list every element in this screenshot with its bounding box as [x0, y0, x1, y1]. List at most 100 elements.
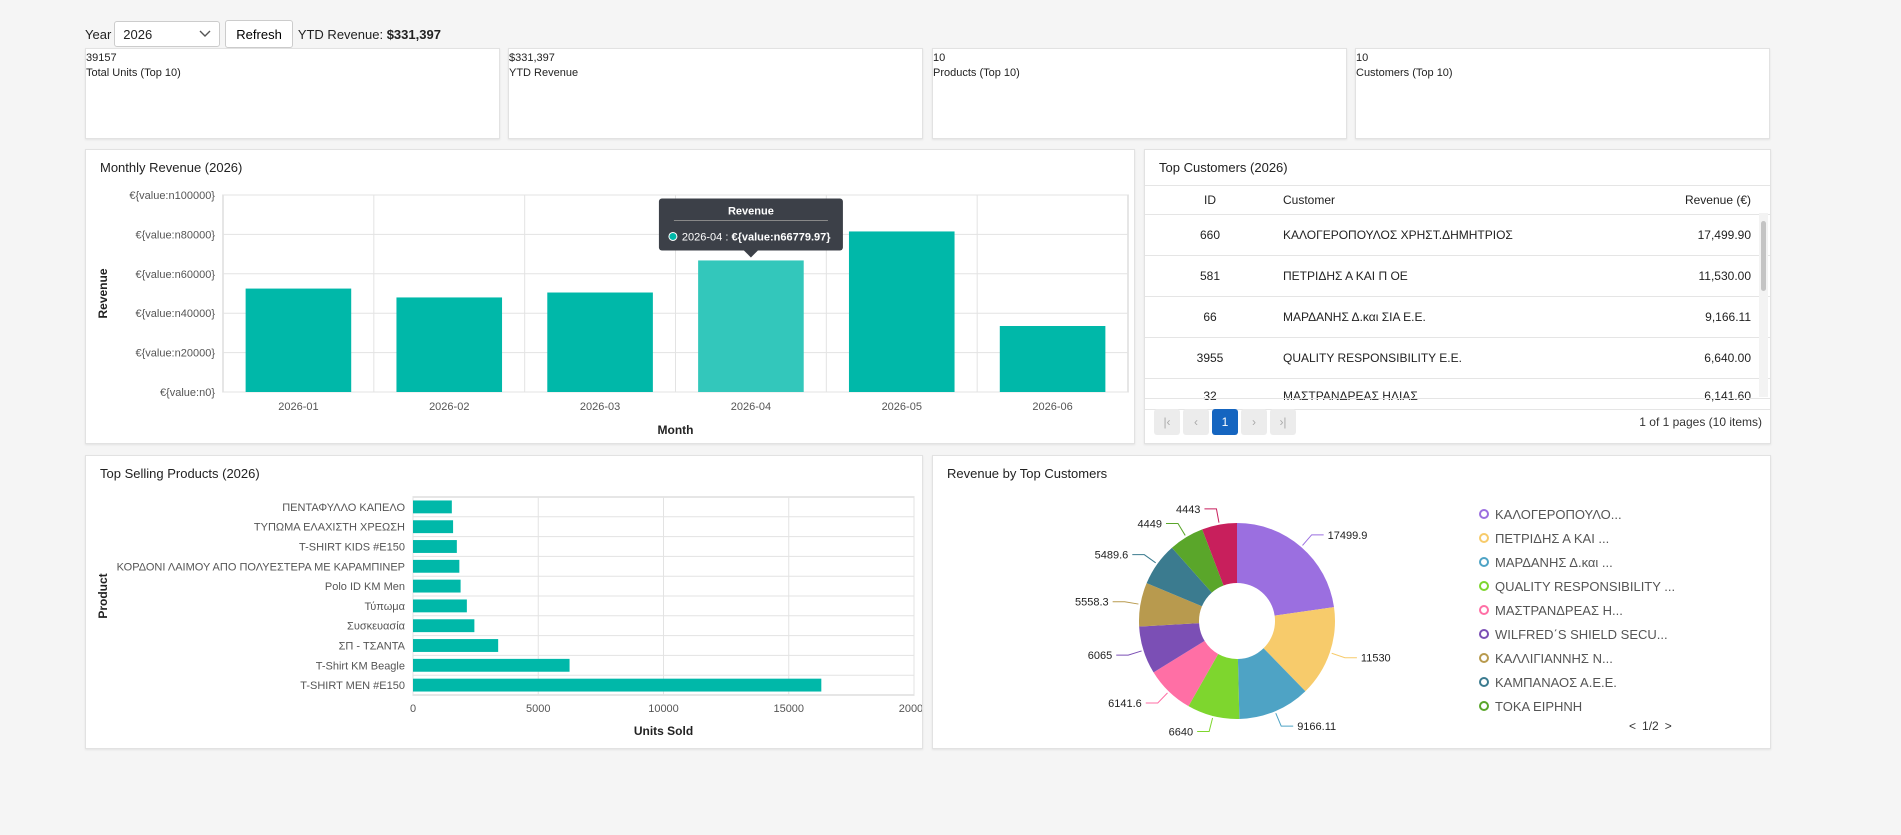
- legend-next-button[interactable]: >: [1664, 719, 1672, 733]
- slice-label: 9166.11: [1297, 721, 1336, 733]
- pie-slice[interactable]: [1202, 523, 1237, 586]
- legend-label: ΚΑΛΟΓΕΡΟΠΟΥΛΟ...: [1495, 506, 1622, 522]
- prev-page-icon[interactable]: ‹: [1183, 408, 1209, 435]
- kpi-card-customers: 10 Customers (Top 10): [1355, 48, 1770, 139]
- kpi-card-total-units: 39157 Total Units (Top 10): [85, 48, 500, 139]
- legend-item[interactable]: ΚΑΛΟΓΕΡΟΠΟΥΛΟ...: [1479, 502, 1675, 526]
- y-tick-label: T-SHIRT MEN #E150: [300, 680, 405, 692]
- column-header-id[interactable]: ID: [1204, 193, 1216, 207]
- slice-label: 5558.3: [1075, 597, 1109, 609]
- legend-item[interactable]: ΚΑΜΠΑΝΑΟΣ Α.Ε.Ε.: [1479, 670, 1675, 694]
- bar-2026-06[interactable]: [999, 326, 1106, 392]
- pie-slice[interactable]: [1171, 529, 1224, 593]
- legend-marker-icon: [1479, 653, 1489, 663]
- y-axis-title: Revenue: [96, 268, 110, 318]
- x-axis-title: Month: [658, 423, 694, 437]
- legend-item[interactable]: ΜΑΡΔΑΝΗΣ Δ.και ...: [1479, 550, 1675, 574]
- bar[interactable]: [413, 599, 467, 613]
- page-button-1[interactable]: 1: [1212, 408, 1238, 435]
- legend-prev-button[interactable]: <: [1629, 719, 1637, 733]
- y-tick-label: €{value:n0}: [160, 387, 215, 399]
- kpi-value: 10: [933, 52, 946, 64]
- slice-leader-line: [1165, 522, 1186, 536]
- bar[interactable]: [413, 678, 822, 692]
- bar-2026-04[interactable]: [698, 260, 804, 392]
- bar-2026-02[interactable]: [396, 297, 503, 392]
- legend-marker-icon: [1479, 701, 1489, 711]
- y-axis-title: Product: [96, 573, 110, 618]
- pie-slice[interactable]: [1146, 547, 1212, 607]
- pie-slice[interactable]: [1153, 640, 1219, 707]
- pie-slice[interactable]: [1139, 583, 1202, 627]
- kpi-label: Products (Top 10): [933, 67, 1020, 79]
- bar[interactable]: [413, 658, 570, 672]
- table-row[interactable]: 3955 QUALITY RESPONSIBILITY E.E. 6,640.00: [1145, 338, 1770, 379]
- bar-2026-03[interactable]: [547, 292, 653, 392]
- cell-revenue: 6,141.60: [1704, 389, 1751, 403]
- table-row[interactable]: 66 ΜΑΡΔΑΝΗΣ Δ.και ΣΙΑ Ε.Ε. 9,166.11: [1145, 297, 1770, 338]
- refresh-button[interactable]: Refresh: [225, 20, 293, 48]
- first-page-icon[interactable]: |‹: [1154, 408, 1180, 435]
- slice-leader-line: [1116, 650, 1142, 656]
- slice-label: 5489.6: [1095, 550, 1129, 562]
- pie-slice[interactable]: [1237, 523, 1335, 616]
- bar[interactable]: [413, 619, 475, 633]
- y-tick-label: ΣΠ - ΤΣΑΝΤΑ: [339, 641, 406, 653]
- legend-item[interactable]: ΤΟΚΑ ΕΙΡΗΝΗ: [1479, 694, 1675, 718]
- bar[interactable]: [413, 520, 454, 534]
- bar[interactable]: [413, 639, 499, 652]
- scrollbar-thumb[interactable]: [1761, 221, 1766, 291]
- kpi-value: 39157: [86, 52, 117, 64]
- column-header-revenue[interactable]: Revenue (€): [1684, 193, 1751, 207]
- legend-marker-icon: [1479, 533, 1489, 543]
- table-row[interactable]: 32 ΜΑΣΤΡΑΝΔΡΕΑΣ ΗΛΙΑΣ 6,141.60: [1145, 379, 1770, 410]
- customers-table: ID Customer Revenue (€) 660 ΚΑΛΟΓΕΡΟΠΟΥΛΟ…: [1145, 185, 1770, 410]
- tooltip-arrow: [743, 250, 758, 258]
- pie-slice[interactable]: [1188, 654, 1240, 719]
- y-tick-label: T-SHIRT KIDS #E150: [299, 542, 405, 554]
- legend-marker-icon: [1479, 557, 1489, 567]
- slice-leader-line: [1145, 692, 1168, 704]
- legend-marker-icon: [1479, 629, 1489, 639]
- bar[interactable]: [413, 540, 457, 553]
- legend-item[interactable]: ΚΑΛΛΙΓΙΑΝΝΗΣ Ν...: [1479, 646, 1675, 670]
- cell-revenue: 11,530.00: [1698, 269, 1752, 283]
- x-axis-title: Units Sold: [634, 724, 693, 738]
- table-row[interactable]: 660 ΚΑΛΟΓΕΡΟΠΟΥΛΟΣ ΧΡΗΣΤ.ΔΗΜΗΤΡΙΟΣ 17,499.…: [1145, 215, 1770, 256]
- slice-label: 6141.6: [1108, 698, 1142, 710]
- bar-2026-05[interactable]: [848, 231, 955, 392]
- toolbar: Year 2026 Refresh YTD Revenue: $331,397: [85, 20, 441, 48]
- revenue-donut-chart: 17499.9 11530 9166.11 6640 6141.6 6065 5558.3 5…: [1075, 504, 1391, 739]
- year-select[interactable]: 2026: [114, 21, 221, 47]
- legend-marker-icon: [1479, 605, 1489, 615]
- cell-customer: ΜΑΡΔΑΝΗΣ Δ.και ΣΙΑ Ε.Ε.: [1283, 310, 1426, 324]
- bar[interactable]: [413, 559, 460, 573]
- legend-item[interactable]: QUALITY RESPONSIBILITY ...: [1479, 574, 1675, 598]
- kpi-value: $331,397: [509, 52, 555, 64]
- legend-item[interactable]: ΠΕΤΡΙΔΗΣ Α ΚΑΙ ...: [1479, 526, 1675, 550]
- bar-2026-01[interactable]: [245, 288, 352, 392]
- slice-leader-line: [1112, 601, 1139, 605]
- table-row[interactable]: 581 ΠΕΤΡΙΔΗΣ Α ΚΑΙ Π ΟΕ 11,530.00: [1145, 256, 1770, 297]
- legend-marker-icon: [1479, 677, 1489, 687]
- legend-item[interactable]: WILFRED΄S SHIELD SECU...: [1479, 622, 1675, 646]
- cell-revenue: 17,499.90: [1697, 228, 1751, 242]
- legend-item[interactable]: ΜΑΣΤΡΑΝΔΡΕΑΣ Η...: [1479, 598, 1675, 622]
- ytd-value: $331,397: [386, 26, 441, 42]
- bar[interactable]: [413, 500, 452, 514]
- table-scrollbar[interactable]: [1759, 213, 1768, 397]
- pie-slice[interactable]: [1139, 623, 1205, 673]
- tooltip-marker: [668, 231, 678, 241]
- y-tick-label: ΠΕΝΤΑΦΥΛΛΟ ΚΑΠΕΛΟ: [282, 502, 405, 514]
- bar[interactable]: [413, 579, 461, 593]
- column-header-customer[interactable]: Customer: [1283, 193, 1336, 207]
- kpi-card-ytd-revenue: $331,397 YTD Revenue: [508, 48, 923, 139]
- pie-slice[interactable]: [1263, 607, 1335, 692]
- panel-title: Top Selling Products (2026): [100, 466, 260, 481]
- pie-slice[interactable]: [1237, 648, 1306, 719]
- last-page-icon[interactable]: ›|: [1270, 408, 1296, 435]
- monthly-revenue-panel: Monthly Revenue (2026) €{value:n0} €{valu…: [85, 149, 1135, 444]
- legend-pager: < 1/2 >: [1629, 719, 1672, 733]
- legend-label: ΜΑΡΔΑΝΗΣ Δ.και ...: [1495, 554, 1613, 570]
- next-page-icon[interactable]: ›: [1241, 408, 1267, 435]
